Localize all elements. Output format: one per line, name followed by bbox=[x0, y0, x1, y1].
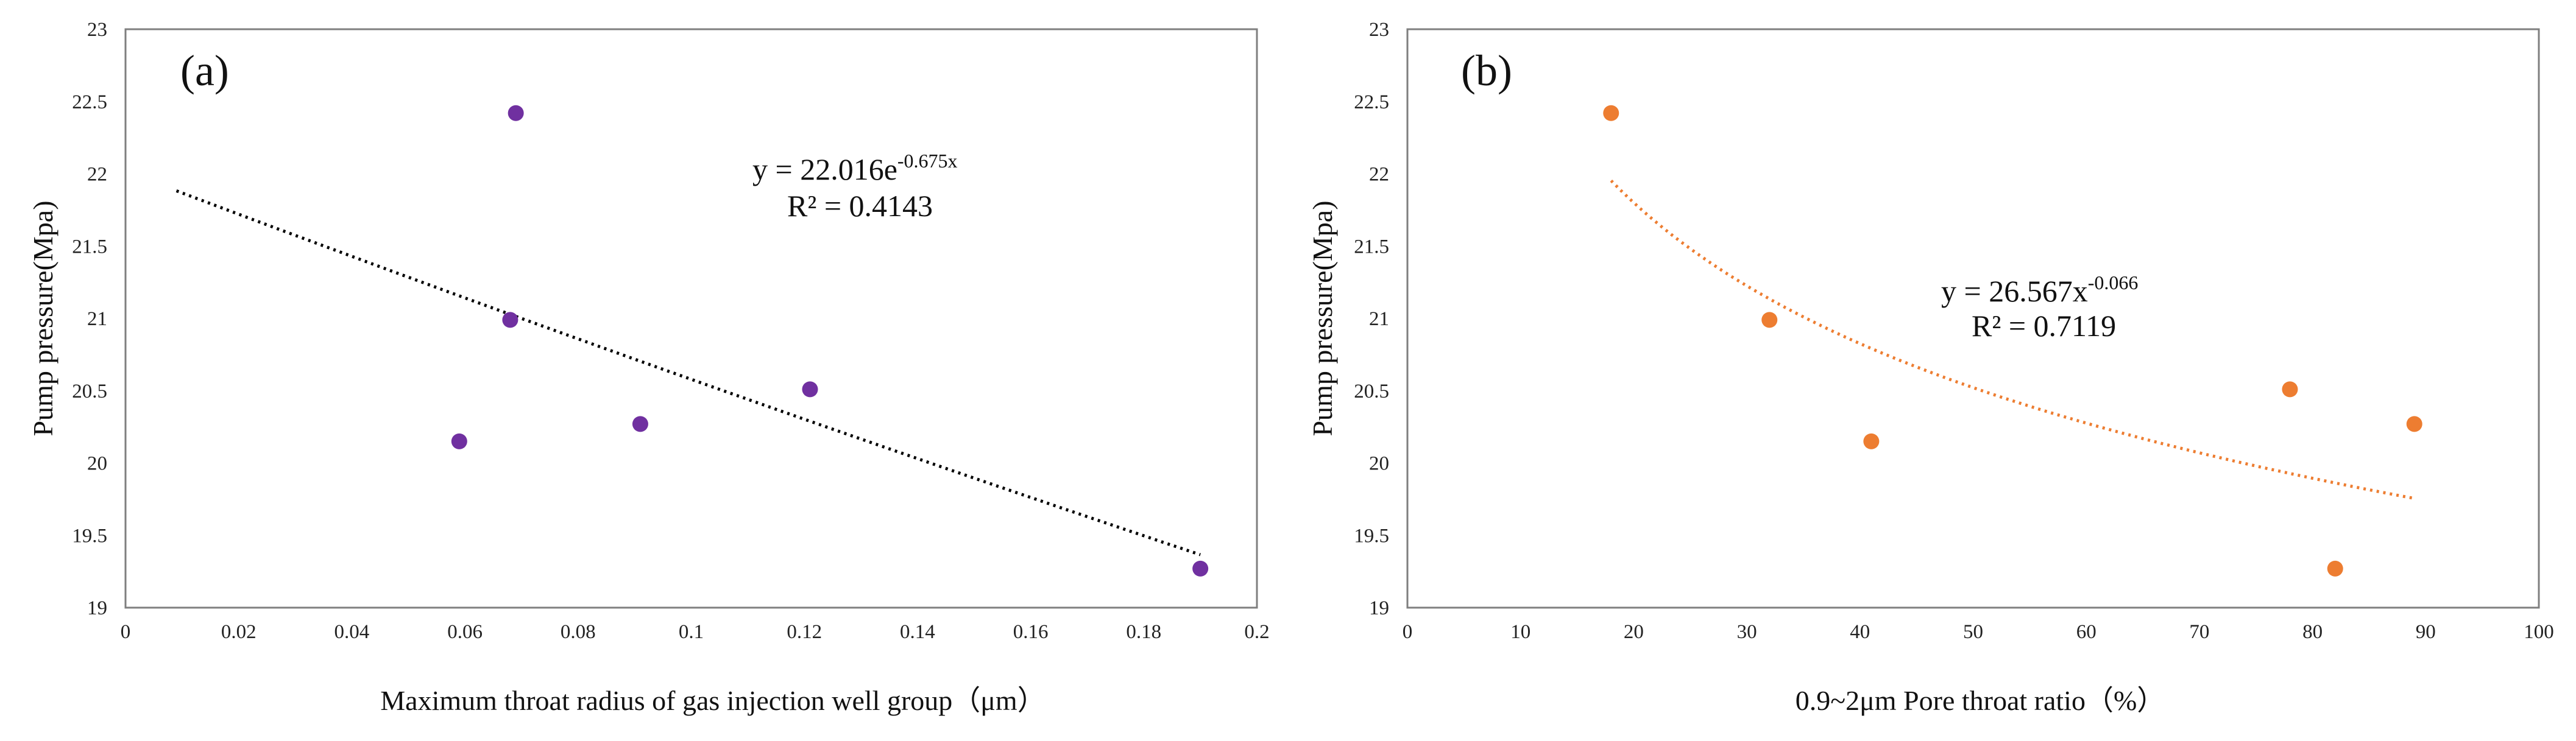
panel-b: 19 19.5 20 20.5 21 21.5 22 22.5 23 0 10 20 30 40 50 60… bbox=[1307, 19, 2554, 716]
data-point-a-2 bbox=[502, 312, 518, 328]
y-tick-label: 20 bbox=[87, 453, 107, 475]
equation-exponent-a: -0.675x bbox=[897, 150, 958, 172]
x-axis-title-b: 0.9~2μm Pore throat ratio（%） bbox=[1796, 685, 2165, 716]
y-tick-label: 21 bbox=[87, 308, 107, 330]
data-point-b-2 bbox=[1761, 312, 1778, 328]
y-tick-label: 22 bbox=[87, 164, 107, 186]
panel-label-a: (a) bbox=[180, 46, 229, 95]
x-tick-label: 10 bbox=[1510, 621, 1530, 643]
x-tick-label: 0 bbox=[1403, 621, 1413, 643]
equation-a: y = 22.016e-0.675x bbox=[752, 150, 958, 186]
y-tick-labels-b: 19 19.5 20 20.5 21 21.5 22 22.5 23 bbox=[1354, 19, 1389, 619]
data-points-b bbox=[1603, 105, 2422, 577]
data-point-b-4 bbox=[2282, 381, 2298, 398]
data-point-a-5 bbox=[802, 381, 818, 398]
equation-exponent-b: -0.066 bbox=[2088, 272, 2139, 293]
x-tick-labels-a: 0 0.02 0.04 0.06 0.08 0.1 0.12 0.14 0.16 0.18 0.2 bbox=[121, 621, 1270, 643]
x-tick-label: 30 bbox=[1737, 621, 1757, 643]
x-tick-label: 0.18 bbox=[1126, 621, 1161, 643]
y-axis-title-a: Pump pressure(Mpa) bbox=[27, 200, 58, 436]
equation-base-a: y = 22.016e bbox=[752, 152, 897, 186]
y-tick-label: 19 bbox=[87, 597, 107, 619]
data-point-a-4 bbox=[632, 416, 648, 432]
panel-a: 19 19.5 20 20.5 21 21.5 22 22.5 23 0 0.02 0.04 0.06… bbox=[27, 19, 1270, 716]
y-tick-label: 21.5 bbox=[72, 236, 107, 258]
data-points-a bbox=[451, 105, 1209, 577]
x-tick-label: 20 bbox=[1624, 621, 1644, 643]
equation-base-b: y = 26.567x bbox=[1941, 274, 2088, 308]
x-tick-label: 0.2 bbox=[1244, 621, 1269, 643]
y-tick-label: 23 bbox=[1369, 19, 1389, 41]
r-squared-a: R² = 0.4143 bbox=[787, 189, 933, 223]
y-tick-label: 22 bbox=[1369, 164, 1389, 186]
plot-area-frame-a bbox=[124, 28, 1258, 609]
x-tick-label: 0.1 bbox=[679, 621, 704, 643]
x-tick-label: 90 bbox=[2416, 621, 2436, 643]
y-tick-label: 19.5 bbox=[1354, 525, 1389, 547]
x-tick-label: 0 bbox=[121, 621, 131, 643]
data-point-a-3 bbox=[508, 105, 524, 121]
x-tick-label: 60 bbox=[2076, 621, 2097, 643]
y-tick-label: 19 bbox=[1369, 597, 1389, 619]
y-tick-label: 21.5 bbox=[1354, 236, 1389, 258]
x-tick-label: 0.08 bbox=[561, 621, 596, 643]
r-squared-b: R² = 0.7119 bbox=[1972, 309, 2116, 343]
x-tick-label: 0.16 bbox=[1013, 621, 1049, 643]
x-tick-label: 0.12 bbox=[787, 621, 822, 643]
y-tick-label: 22.5 bbox=[72, 91, 107, 113]
y-tick-label: 19.5 bbox=[72, 525, 107, 547]
data-point-b-1 bbox=[1603, 105, 1619, 121]
x-tick-label: 50 bbox=[1963, 621, 1983, 643]
x-tick-labels-b: 0 10 20 30 40 50 60 70 80 90 100 bbox=[1403, 621, 2554, 643]
data-point-a-1 bbox=[451, 433, 467, 449]
y-tick-label: 23 bbox=[87, 19, 107, 41]
y-tick-label: 20.5 bbox=[72, 381, 107, 402]
x-tick-label: 40 bbox=[1850, 621, 1870, 643]
equation-b: y = 26.567x-0.066 bbox=[1941, 272, 2138, 308]
x-tick-label: 0.14 bbox=[900, 621, 935, 643]
x-tick-label: 0.02 bbox=[221, 621, 257, 643]
x-tick-label: 80 bbox=[2302, 621, 2323, 643]
x-tick-label: 70 bbox=[2189, 621, 2209, 643]
trendline-b bbox=[1610, 179, 2415, 500]
panel-label-b: (b) bbox=[1461, 46, 1512, 95]
x-tick-label: 0.04 bbox=[334, 621, 370, 643]
y-tick-label: 20 bbox=[1369, 453, 1389, 475]
x-tick-label: 0.06 bbox=[447, 621, 483, 643]
data-point-a-6 bbox=[1192, 560, 1209, 577]
y-tick-label: 20.5 bbox=[1354, 381, 1389, 402]
data-point-b-6 bbox=[2406, 416, 2422, 432]
y-tick-label: 22.5 bbox=[1354, 91, 1389, 113]
x-tick-label: 100 bbox=[2524, 621, 2554, 643]
y-tick-labels-a: 19 19.5 20 20.5 21 21.5 22 22.5 23 bbox=[72, 19, 107, 619]
x-axis-title-a: Maximum throat radius of gas injection w… bbox=[380, 685, 1045, 716]
data-point-b-5 bbox=[2327, 560, 2343, 577]
y-axis-title-b: Pump pressure(Mpa) bbox=[1307, 200, 1338, 436]
data-point-b-3 bbox=[1863, 433, 1880, 449]
y-tick-label: 21 bbox=[1369, 308, 1389, 330]
trendline-a bbox=[175, 189, 1201, 557]
